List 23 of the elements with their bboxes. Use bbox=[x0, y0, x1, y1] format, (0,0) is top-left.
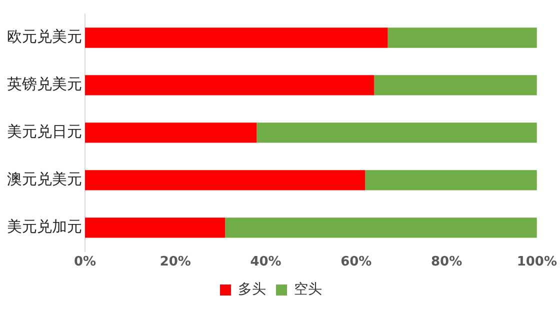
bar bbox=[365, 170, 537, 190]
bar bbox=[374, 75, 537, 96]
bar bbox=[256, 122, 537, 143]
y-tick-label: 澳元兑美元 bbox=[7, 170, 82, 188]
bar bbox=[85, 170, 366, 190]
bar bbox=[85, 28, 388, 48]
x-tick-label: 0% bbox=[74, 254, 96, 270]
x-tick-label: 80% bbox=[430, 254, 462, 270]
y-tick-label: 美元兑日元 bbox=[7, 122, 82, 141]
x-tick-label: 60% bbox=[340, 254, 372, 270]
x-tick-label: 40% bbox=[250, 254, 282, 270]
bar bbox=[388, 28, 537, 48]
y-tick-label: 欧元兑美元 bbox=[7, 28, 82, 46]
x-tick-label: 100% bbox=[516, 254, 558, 270]
bar bbox=[85, 122, 257, 143]
y-tick-label: 英镑兑美元 bbox=[7, 75, 82, 94]
legend-label: 多头 bbox=[238, 282, 266, 298]
y-tick-label: 美元兑加元 bbox=[7, 218, 82, 236]
bar bbox=[225, 218, 537, 238]
x-tick-label: 20% bbox=[160, 254, 191, 270]
legend-label: 空头 bbox=[294, 282, 322, 298]
bar bbox=[85, 218, 226, 238]
bar bbox=[85, 75, 374, 96]
